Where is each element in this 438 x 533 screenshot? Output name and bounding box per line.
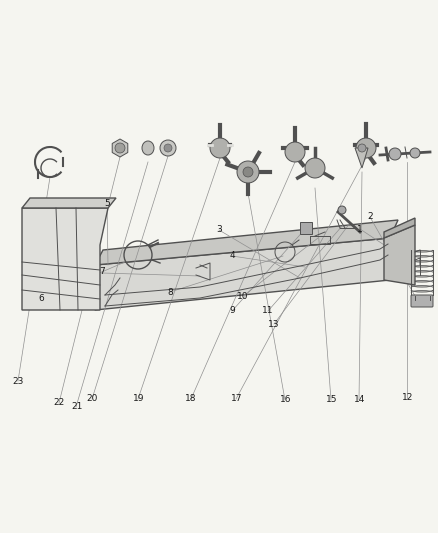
Text: 16: 16: [280, 395, 291, 404]
Text: 18: 18: [185, 394, 197, 403]
Text: 7: 7: [99, 268, 105, 276]
Text: 1: 1: [357, 225, 363, 233]
Text: 11: 11: [262, 306, 274, 314]
Circle shape: [338, 206, 346, 214]
Circle shape: [237, 161, 259, 183]
Circle shape: [356, 138, 376, 158]
Text: 10: 10: [237, 292, 248, 301]
Polygon shape: [22, 208, 108, 310]
Ellipse shape: [142, 141, 154, 155]
Circle shape: [305, 158, 325, 178]
Text: 19: 19: [133, 394, 144, 403]
Polygon shape: [95, 220, 398, 265]
Circle shape: [115, 143, 125, 153]
Text: 13: 13: [268, 320, 280, 328]
Text: 6: 6: [39, 294, 45, 303]
Polygon shape: [95, 238, 390, 310]
Text: 15: 15: [326, 395, 337, 404]
Polygon shape: [112, 139, 128, 157]
Circle shape: [389, 148, 401, 160]
Text: 12: 12: [402, 393, 413, 402]
Text: 5: 5: [104, 199, 110, 207]
Text: 3: 3: [216, 225, 222, 234]
Circle shape: [358, 144, 366, 152]
Circle shape: [243, 167, 253, 177]
Text: 22: 22: [53, 398, 65, 407]
Text: 14: 14: [353, 395, 365, 404]
Text: 4: 4: [230, 252, 235, 260]
Circle shape: [164, 144, 172, 152]
Circle shape: [210, 138, 230, 158]
Text: 2: 2: [368, 213, 373, 221]
Bar: [300, 222, 312, 234]
Polygon shape: [22, 198, 116, 208]
Polygon shape: [384, 225, 415, 285]
Text: 20: 20: [86, 394, 98, 403]
Text: 23: 23: [13, 377, 24, 385]
Circle shape: [285, 142, 305, 162]
Text: 17: 17: [231, 394, 242, 403]
Circle shape: [160, 140, 176, 156]
Text: 21: 21: [71, 402, 82, 411]
Text: 8: 8: [167, 288, 173, 296]
Polygon shape: [355, 148, 368, 168]
Polygon shape: [384, 218, 415, 238]
Text: 9: 9: [229, 306, 235, 314]
Circle shape: [410, 148, 420, 158]
FancyBboxPatch shape: [411, 295, 433, 307]
